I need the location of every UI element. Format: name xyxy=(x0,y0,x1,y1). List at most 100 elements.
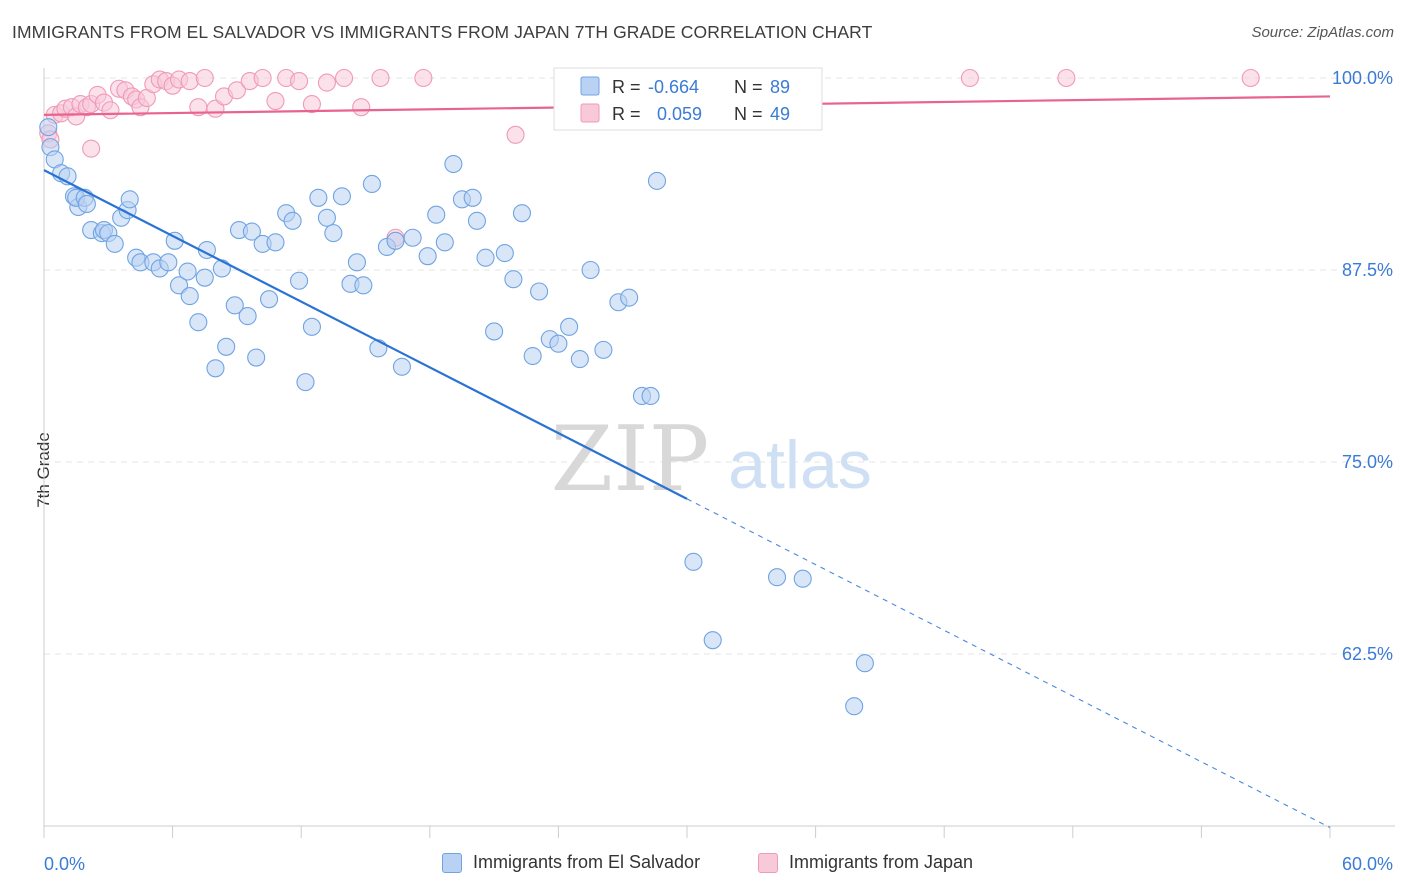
point-el-salvador xyxy=(283,211,302,230)
point-el-salvador xyxy=(512,204,532,223)
point-el-salvador xyxy=(332,187,351,206)
point-el-salvador xyxy=(485,322,504,341)
point-el-salvador xyxy=(403,228,422,247)
legend-item-japan: Immigrants from Japan xyxy=(758,852,973,873)
point-el-salvador xyxy=(767,568,787,587)
point-japan xyxy=(371,68,390,88)
watermark-zip: ZIP xyxy=(551,407,710,512)
legend-r-label-1: R = xyxy=(612,77,641,97)
point-el-salvador xyxy=(549,334,568,353)
point-japan xyxy=(414,68,433,88)
point-el-salvador xyxy=(855,654,874,673)
trendline-el-salvador-extension xyxy=(686,498,1331,829)
y-tick-label: 87.5% xyxy=(1342,260,1393,280)
point-el-salvador xyxy=(581,260,600,280)
point-el-salvador xyxy=(324,224,343,243)
point-el-salvador xyxy=(217,337,236,356)
gridlines xyxy=(44,77,1390,655)
point-el-salvador xyxy=(180,287,199,306)
point-el-salvador xyxy=(39,118,58,137)
point-japan xyxy=(352,98,371,117)
y-tick-labels: 62.5% 75.0% 87.5% 100.0% xyxy=(1332,68,1393,664)
point-el-salvador xyxy=(386,231,405,250)
point-japan xyxy=(290,72,309,91)
x-tick-label: 60.0% xyxy=(1342,854,1393,874)
point-el-salvador xyxy=(594,340,613,359)
point-el-salvador xyxy=(189,313,208,332)
point-el-salvador xyxy=(159,253,178,272)
point-japan xyxy=(82,139,101,158)
legend-n-label-1: N = xyxy=(734,77,763,97)
point-el-salvador xyxy=(347,253,366,272)
point-el-salvador xyxy=(444,154,463,174)
point-el-salvador xyxy=(523,346,542,366)
point-el-salvador xyxy=(467,211,487,230)
point-el-salvador xyxy=(120,190,139,209)
legend-label-el-salvador: Immigrants from El Salvador xyxy=(473,852,701,872)
point-el-salvador xyxy=(435,233,454,252)
point-el-salvador xyxy=(266,233,285,252)
legend-item-el-salvador: Immigrants from El Salvador xyxy=(442,852,700,873)
point-el-salvador xyxy=(684,552,703,571)
point-el-salvador xyxy=(77,194,96,214)
point-japan xyxy=(195,68,214,88)
point-el-salvador xyxy=(560,317,579,336)
point-japan xyxy=(302,95,321,114)
y-tick-label: 100.0% xyxy=(1332,68,1393,88)
point-el-salvador xyxy=(302,317,321,336)
point-el-salvador xyxy=(620,288,639,307)
point-el-salvador xyxy=(793,569,812,588)
point-el-salvador xyxy=(290,271,309,290)
el-salvador-points xyxy=(39,118,874,716)
point-japan xyxy=(101,101,120,120)
point-el-salvador xyxy=(178,262,197,281)
point-japan xyxy=(266,91,285,111)
point-el-salvador xyxy=(309,188,328,207)
point-japan xyxy=(506,125,525,144)
point-el-salvador xyxy=(570,350,589,369)
x-tick-label: 0.0% xyxy=(44,854,85,874)
point-japan xyxy=(180,72,199,91)
point-el-salvador xyxy=(195,268,214,287)
y-tick-label: 62.5% xyxy=(1342,644,1393,664)
point-japan xyxy=(253,68,272,88)
point-japan xyxy=(317,73,336,92)
point-el-salvador xyxy=(206,359,225,378)
legend-bottom: Immigrants from El Salvador Immigrants f… xyxy=(0,852,1406,878)
point-el-salvador xyxy=(242,222,261,241)
legend-swatch-el-salvador xyxy=(442,852,462,873)
source-label: Source: ZipAtlas.com xyxy=(1251,24,1394,41)
legend-label-japan: Immigrants from Japan xyxy=(789,852,974,872)
point-el-salvador xyxy=(369,339,388,358)
point-japan xyxy=(1241,68,1260,88)
axes xyxy=(43,68,1395,838)
point-el-salvador xyxy=(212,259,231,278)
trendline-el-salvador xyxy=(43,169,688,500)
legend-swatch-japan xyxy=(758,852,778,873)
point-el-salvador xyxy=(225,296,244,315)
y-tick-label: 75.0% xyxy=(1342,452,1393,472)
point-el-salvador xyxy=(476,248,495,267)
legend-r-value-1: -0.664 xyxy=(648,77,699,97)
point-japan xyxy=(335,68,354,88)
point-el-salvador xyxy=(530,282,549,301)
point-el-salvador xyxy=(238,307,257,326)
point-japan xyxy=(960,68,979,88)
point-japan xyxy=(1057,68,1076,88)
point-el-salvador xyxy=(427,205,446,224)
legend-n-value-1: 89 xyxy=(770,77,790,97)
point-el-salvador xyxy=(418,247,437,266)
legend-n-label-2: N = xyxy=(734,104,763,124)
watermark-atlas: atlas xyxy=(728,427,872,503)
point-el-salvador xyxy=(504,270,523,289)
point-el-salvador xyxy=(296,373,315,392)
point-el-salvador xyxy=(105,234,124,253)
point-el-salvador xyxy=(259,290,279,309)
point-el-salvador xyxy=(169,276,189,295)
point-el-salvador xyxy=(647,171,667,190)
point-el-salvador xyxy=(641,386,660,406)
legend-swatch-japan xyxy=(580,103,600,123)
legend-r-value-2: 0.059 xyxy=(657,104,702,124)
point-el-salvador xyxy=(463,188,482,207)
